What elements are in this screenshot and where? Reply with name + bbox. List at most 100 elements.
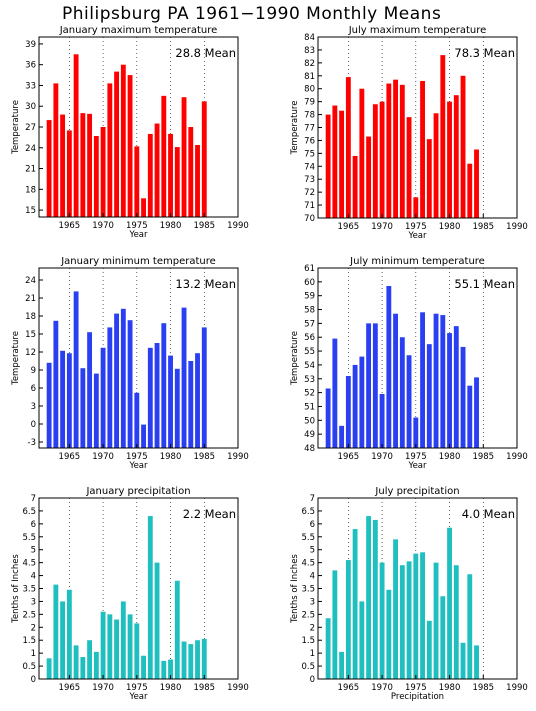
chart-3: -3 0 3 6 9 12 15 18 21 24 1965 1970 1975 1980 1985 1990… [11,256,249,471]
x-tick-label: 1990 [506,222,528,232]
x-axis-label: Year [408,461,428,471]
y-tick-label: 73 [304,175,315,185]
mean-label: 2.2 Mean [183,507,236,521]
bar [114,619,120,679]
y-tick-label: 2 [31,623,36,633]
y-tick-label: 24 [25,144,36,154]
mean-label: 13.2 Mean [175,277,236,291]
bar [161,323,167,448]
bar [168,133,173,217]
y-tick-label: 27 [25,123,36,133]
bar [66,589,72,679]
bar [447,333,452,448]
bar [460,642,466,679]
x-tick-label: 1965 [338,222,360,232]
x-tick-label: 1985 [472,683,494,693]
bar [188,127,194,217]
y-tick-label: 33 [25,81,36,91]
x-tick-label: 1965 [59,221,81,231]
y-tick-label: 5 [31,546,36,556]
bar [73,291,79,448]
bar [447,527,452,679]
bar [60,350,66,448]
x-tick-label: 1970 [92,221,114,231]
x-tick-label: 1990 [506,452,528,462]
y-tick-label: 21 [25,294,36,304]
y-tick-label: 55 [304,347,315,357]
bar [379,394,385,448]
bar [87,332,93,448]
y-axis-label: Tenths of Inches [290,554,300,624]
bar [147,133,153,217]
y-tick-label: 6 [31,384,36,394]
bar [366,323,372,448]
x-tick-label: 1985 [472,222,494,232]
bar [426,620,432,679]
bar [352,364,358,448]
bar [66,130,72,217]
bar [127,320,133,448]
y-tick-label: 9 [31,366,36,376]
y-tick-label: 36 [25,61,36,71]
bar [127,614,133,679]
bar [325,114,331,218]
bar [379,562,385,679]
bar [332,105,338,218]
bar [393,79,399,219]
bar [188,361,194,448]
bar [393,539,399,679]
y-tick-label: 1 [31,649,36,659]
bar [181,97,187,217]
x-tick-label: 1975 [405,683,427,693]
bar [188,644,194,679]
x-tick-label: 1990 [227,683,249,693]
bar [53,83,59,217]
x-axis-label: Year [129,461,149,471]
bar [154,123,160,217]
bar [359,356,365,448]
y-tick-label: 70 [304,214,315,224]
y-tick-label: 61 [304,264,315,274]
y-tick-label: 58 [304,306,315,316]
page-title: Philipsburg PA 1961−1990 Monthly Means [62,4,442,24]
bar [134,623,140,679]
chart-1: 15 18 21 24 27 30 33 36 39 1965 1970 1975 1980 1985 19… [11,25,249,240]
y-tick-label: 18 [25,185,36,195]
x-tick-label: 1970 [371,683,393,693]
chart-title: January minimum temperature [60,256,216,267]
x-tick-label: 1975 [126,683,148,693]
bar [332,338,338,448]
y-tick-label: 77 [304,124,315,134]
x-tick-label: 1985 [193,683,215,693]
y-tick-label: 30 [25,102,36,112]
y-tick-label: 24 [25,276,36,286]
bar [201,101,207,217]
x-tick-label: 1965 [338,452,360,462]
x-axis-label: Year [408,231,428,241]
bar [359,88,365,218]
bar [195,145,200,217]
x-tick-label: 1970 [371,452,393,462]
y-tick-label: 3 [310,597,315,607]
y-tick-label: 80 [304,85,315,95]
y-tick-label: 57 [304,319,315,329]
x-tick-label: 1970 [92,683,114,693]
bar [195,640,200,679]
bar [107,83,113,217]
bar [440,55,446,218]
y-tick-label: 84 [304,33,315,43]
bar [352,529,358,679]
bar [46,362,52,448]
chart-title: January precipitation [85,486,190,497]
y-tick-label: 56 [304,333,315,343]
bar [73,54,79,217]
bar [345,560,351,679]
bar [46,658,52,679]
x-axis-label: Precipitation [391,692,444,702]
y-axis-label: Temperature [290,101,300,156]
bar [366,516,372,679]
bar [53,320,59,448]
bar [386,286,392,448]
chart-title: January maximum temperature [59,25,218,36]
chart-5: 0 0.5 1 1.5 2 2.5 3 3.5 4 4.5 5 5.5 6 6.5 7 1965 1970 197… [11,486,249,702]
